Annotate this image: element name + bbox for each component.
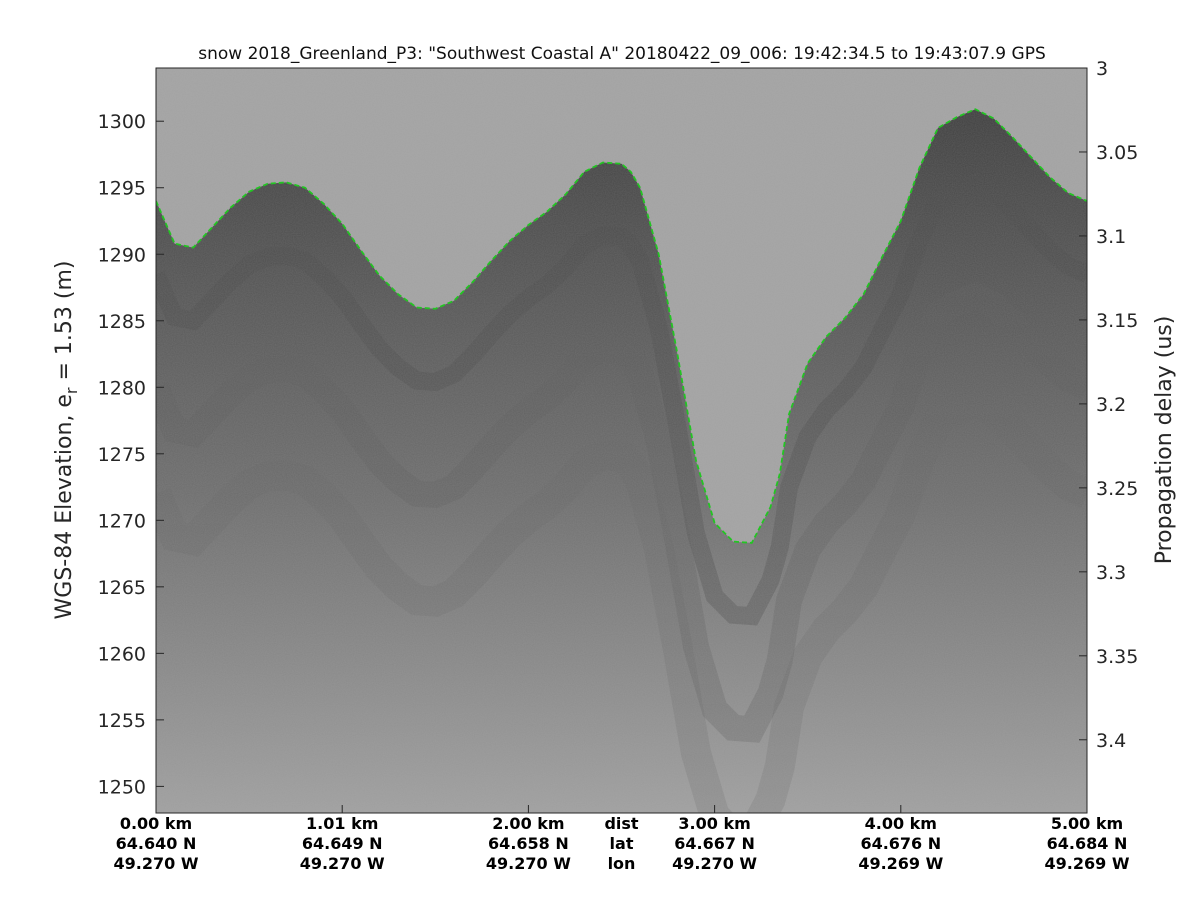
left-tick-label: 1295 xyxy=(98,178,146,200)
right-tick-label: 3.3 xyxy=(1096,562,1126,584)
bottom-lon-label: 49.270 W xyxy=(486,854,571,873)
right-tick-label: 3.2 xyxy=(1096,394,1126,416)
plot-frame xyxy=(155,67,1088,814)
bottom-dist-label: 1.01 km xyxy=(306,814,378,833)
bottom-lon-label: 49.270 W xyxy=(300,854,385,873)
right-tick-label: 3.05 xyxy=(1096,142,1138,164)
bottom-lon-label: 49.269 W xyxy=(858,854,943,873)
right-axis-label: Propagation delay (us) xyxy=(1152,316,1177,565)
left-axis-label-suffix: = 1.53 (m) xyxy=(52,261,77,388)
bottom-dist-label: 5.00 km xyxy=(1051,814,1123,833)
speckle-noise xyxy=(156,68,1087,813)
bottom-dist-label: 4.00 km xyxy=(865,814,937,833)
right-tick-label: 3.1 xyxy=(1096,226,1126,248)
bottom-lat-label: 64.684 N xyxy=(1047,834,1128,853)
left-axis-label-main: WGS-84 Elevation, e xyxy=(52,394,77,619)
surface-layer-line xyxy=(156,108,1087,544)
left-axis: 1250 1255 1260 1265 1270 1275 1280 1285 1290 1295… xyxy=(98,111,164,798)
left-tick-label: 1265 xyxy=(98,577,146,599)
chart-title: snow 2018_Greenland_P3: "Southwest Coast… xyxy=(198,44,1046,64)
plot-area xyxy=(156,68,1087,813)
left-axis-label: WGS-84 Elevation, er = 1.53 (m) xyxy=(52,261,81,620)
right-tick-label: 3.35 xyxy=(1096,646,1138,668)
left-tick-label: 1250 xyxy=(98,776,146,798)
bottom-lat-label: 64.640 N xyxy=(116,834,197,853)
bottom-row-name-lat: lat xyxy=(610,834,634,853)
bottom-dist-label: 0.00 km xyxy=(120,814,192,833)
bottom-lon-label: 49.270 W xyxy=(672,854,757,873)
bottom-dist-label: 2.00 km xyxy=(492,814,564,833)
bottom-dist-label: 3.00 km xyxy=(678,814,750,833)
left-tick-label: 1275 xyxy=(98,444,146,466)
right-axis: 3 3.05 3.1 3.15 3.2 3.25 3.3 3.35 3.4 xyxy=(1079,58,1138,752)
right-tick-label: 3 xyxy=(1096,58,1108,80)
bottom-lon-label: 49.269 W xyxy=(1045,854,1130,873)
right-tick-label: 3.25 xyxy=(1096,478,1138,500)
bottom-row-name-dist: dist xyxy=(604,814,638,833)
left-axis-label-subscript: r xyxy=(62,387,81,394)
left-tick-label: 1270 xyxy=(98,510,146,532)
bottom-lat-label: 64.649 N xyxy=(302,834,383,853)
left-tick-label: 1285 xyxy=(98,311,146,333)
right-tick-label: 3.4 xyxy=(1096,730,1126,752)
left-tick-label: 1255 xyxy=(98,710,146,732)
bottom-lat-label: 64.658 N xyxy=(488,834,569,853)
bottom-lat-label: 64.667 N xyxy=(674,834,755,853)
bottom-row-name-lon: lon xyxy=(608,854,636,873)
bottom-lat-label: 64.676 N xyxy=(860,834,941,853)
right-tick-label: 3.15 xyxy=(1096,310,1138,332)
left-tick-label: 1290 xyxy=(98,244,146,266)
left-tick-label: 1260 xyxy=(98,643,146,665)
left-tick-label: 1280 xyxy=(98,377,146,399)
bottom-lon-label: 49.270 W xyxy=(114,854,199,873)
left-tick-label: 1300 xyxy=(98,111,146,133)
